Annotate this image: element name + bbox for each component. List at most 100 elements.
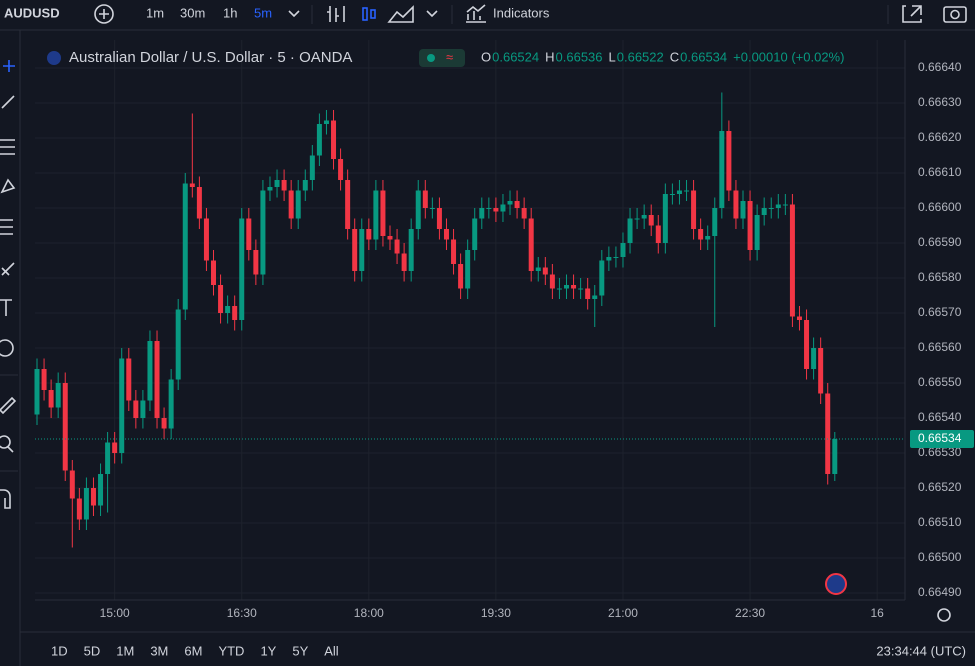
candle-body bbox=[775, 204, 781, 208]
interval[interactable]: 30m bbox=[180, 5, 205, 20]
area-icon[interactable] bbox=[387, 5, 414, 23]
candle-body bbox=[133, 400, 139, 418]
range-button[interactable]: All bbox=[324, 643, 339, 658]
zoom-tool[interactable] bbox=[0, 435, 11, 449]
interval-active[interactable]: 5m bbox=[254, 5, 272, 20]
candle-body bbox=[493, 208, 499, 212]
crosshair-tool[interactable] bbox=[3, 60, 15, 72]
candle-icon[interactable] bbox=[370, 9, 376, 19]
candle-body bbox=[691, 190, 697, 229]
candle-body bbox=[189, 183, 195, 187]
candle-body bbox=[415, 190, 421, 229]
y-tick-label: 0.66530 bbox=[918, 445, 962, 459]
candle-body bbox=[521, 208, 527, 219]
candle-body bbox=[472, 218, 478, 250]
bar-style-icon[interactable] bbox=[327, 6, 345, 22]
candle-body bbox=[676, 190, 682, 194]
candle-body bbox=[69, 470, 75, 499]
candle-body bbox=[564, 285, 569, 289]
status-icon: ≈ bbox=[446, 49, 453, 64]
candle-body bbox=[218, 285, 224, 313]
candle-body bbox=[818, 348, 824, 394]
candle-body bbox=[535, 267, 541, 271]
dropdown[interactable] bbox=[426, 10, 438, 18]
magnet-tool[interactable] bbox=[0, 489, 11, 509]
x-tick-label: 16:30 bbox=[227, 606, 257, 620]
y-tick-label: 0.66610 bbox=[918, 165, 962, 179]
snapshot-icon[interactable] bbox=[943, 6, 967, 23]
candle-body bbox=[712, 208, 718, 236]
event-marker[interactable] bbox=[825, 573, 847, 595]
brush-tool[interactable] bbox=[1, 262, 15, 276]
trend-tool[interactable] bbox=[1, 95, 15, 109]
candle-body bbox=[556, 288, 562, 290]
interval[interactable]: 1m bbox=[146, 5, 164, 20]
range-button[interactable]: 1M bbox=[116, 643, 134, 658]
dropdown[interactable] bbox=[288, 10, 300, 18]
indicators[interactable]: Indicators bbox=[493, 5, 550, 20]
candle-body bbox=[140, 400, 146, 418]
range-button[interactable]: 5Y bbox=[292, 643, 308, 658]
candle-body bbox=[295, 190, 301, 219]
icon-tool[interactable] bbox=[0, 339, 14, 357]
candle-body bbox=[267, 187, 273, 191]
settings-icon[interactable] bbox=[937, 608, 951, 622]
candle-body bbox=[825, 393, 831, 474]
ohlc-values: O 0.66524 H 0.66536 L 0.66522 C 0.66534 +0.00010… bbox=[481, 49, 844, 64]
candle-body bbox=[274, 180, 280, 187]
candle-body bbox=[246, 218, 252, 250]
pattern-tool[interactable] bbox=[0, 178, 16, 194]
interval[interactable]: 1h bbox=[223, 5, 237, 20]
candle-body bbox=[408, 229, 414, 271]
candle-body bbox=[288, 190, 294, 219]
indicators-icon[interactable] bbox=[466, 4, 486, 23]
fullscreen-icon[interactable] bbox=[902, 5, 922, 23]
candle-body bbox=[429, 208, 435, 209]
candle-icon[interactable] bbox=[362, 7, 368, 21]
chart-title: Australian Dollar / U.S. Dollar · 5 · OA… bbox=[69, 49, 352, 66]
candle-body bbox=[754, 215, 760, 250]
top-toolbar: AUDUSD 1m 30m 1h 5m Indicators bbox=[0, 4, 975, 31]
candle-body bbox=[302, 180, 308, 191]
forecast-tool[interactable] bbox=[0, 219, 13, 235]
candle-body bbox=[747, 201, 753, 250]
range-button[interactable]: 3M bbox=[150, 643, 168, 658]
candle-body bbox=[789, 204, 795, 317]
candle-body bbox=[634, 218, 640, 220]
market-status[interactable] bbox=[419, 49, 465, 67]
candle-body bbox=[719, 131, 725, 208]
ohlc-value: 0.66534 bbox=[680, 49, 727, 64]
y-tick-label: 0.66600 bbox=[918, 200, 962, 214]
left-toolbar bbox=[0, 30, 21, 666]
candle-body bbox=[175, 309, 181, 380]
x-tick-label: 22:30 bbox=[735, 606, 765, 620]
candle-body bbox=[359, 229, 365, 271]
candle-body bbox=[451, 239, 457, 264]
range-buttons: 1D 5D 1M 3M 6M YTD 1Y 5Y All bbox=[51, 643, 339, 658]
range-button[interactable]: 5D bbox=[84, 643, 101, 658]
candle-body bbox=[422, 190, 428, 208]
y-tick-label: 0.66550 bbox=[918, 375, 962, 389]
candle-body bbox=[316, 124, 322, 156]
y-tick-label: 0.66560 bbox=[918, 340, 962, 354]
candle-body bbox=[331, 120, 337, 159]
ruler-tool[interactable] bbox=[0, 396, 17, 415]
candle-body bbox=[458, 264, 464, 289]
candle-body bbox=[436, 208, 442, 229]
add-symbol[interactable] bbox=[94, 4, 114, 24]
range-button[interactable]: 6M bbox=[184, 643, 202, 658]
candle-body bbox=[698, 229, 704, 240]
symbol[interactable]: AUDUSD bbox=[4, 5, 60, 20]
fib-tool[interactable] bbox=[0, 139, 15, 155]
range-button[interactable]: 1Y bbox=[260, 643, 276, 658]
bottom-bar: 1D 5D 1M 3M 6M YTD 1Y 5Y All 23:34:44 (UTC) bbox=[20, 608, 975, 658]
range-button[interactable]: 1D bbox=[51, 643, 68, 658]
y-tick-label: 0.66580 bbox=[918, 270, 962, 284]
candle-body bbox=[599, 260, 605, 296]
text-tool[interactable] bbox=[0, 299, 12, 316]
candle-body bbox=[549, 274, 555, 289]
candle-body bbox=[394, 239, 400, 254]
range-button[interactable]: YTD bbox=[218, 643, 244, 658]
